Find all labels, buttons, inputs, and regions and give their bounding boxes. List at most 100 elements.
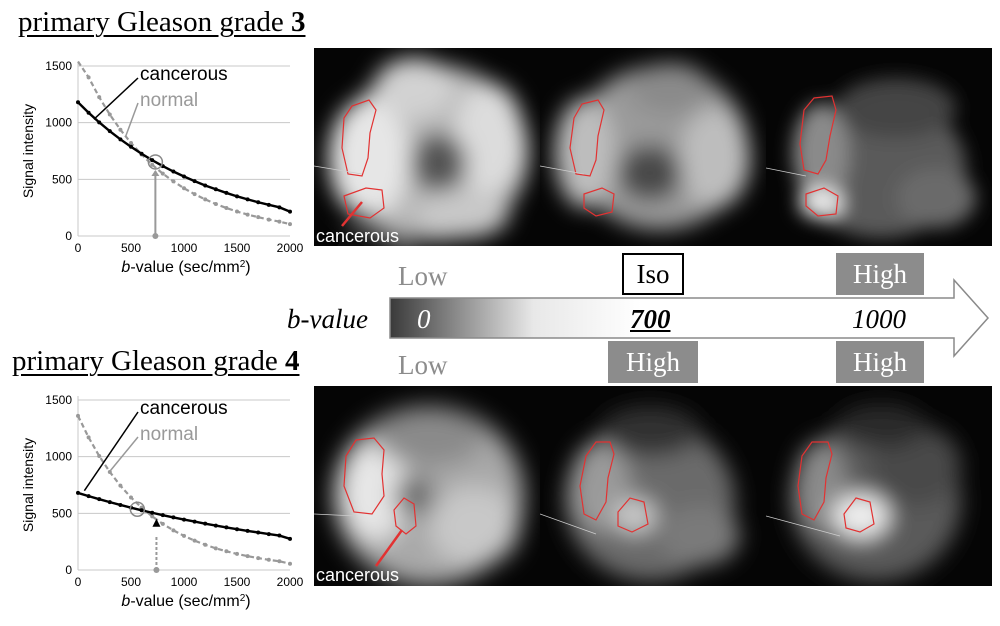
cancerous-point xyxy=(277,205,282,210)
mri-grade4-b700-image xyxy=(540,406,740,581)
mri-grade4-b700 xyxy=(540,386,766,586)
cancerous-point xyxy=(235,194,239,199)
cancerous-point xyxy=(107,129,112,134)
b-value-arrow xyxy=(389,278,990,358)
cancerous-point xyxy=(245,197,250,202)
chart-grade-3: 0 500 1000 1500 0 500 1000 1500 2000 Signal inten… xyxy=(20,59,304,277)
normal-point xyxy=(76,413,80,418)
cancerous-point xyxy=(224,525,229,530)
x-tick-label: 2000 xyxy=(277,575,304,589)
cancerous-point xyxy=(203,183,208,188)
cancerous-point xyxy=(86,110,91,115)
cancerous-point xyxy=(160,513,165,518)
legend-leader-normal xyxy=(124,102,139,137)
cancerous-point xyxy=(76,490,80,495)
top-cancerous-label: cancerous xyxy=(316,226,400,246)
cancerous-point xyxy=(266,532,271,537)
b700-arrow-base xyxy=(153,567,160,573)
x-tick-label: 500 xyxy=(121,241,141,255)
cancerous-point xyxy=(139,151,144,156)
heading-grade-4-text: primary Gleason grade xyxy=(12,345,285,377)
x-tick-label: 1500 xyxy=(224,575,251,589)
x-tick-label: 0 xyxy=(75,575,82,589)
normal-point xyxy=(256,215,261,220)
grade3-b1000-intensity: High xyxy=(836,253,924,295)
normal-point xyxy=(129,140,133,145)
normal-point xyxy=(224,549,229,554)
cancerous-point xyxy=(129,144,133,149)
normal-point xyxy=(277,219,282,224)
cancerous-point xyxy=(266,202,271,207)
y-tick-label: 500 xyxy=(52,506,72,520)
normal-point xyxy=(277,559,282,564)
mri-grade3-b1000 xyxy=(766,48,992,246)
cancerous-point xyxy=(107,500,112,505)
top-cancer-pointer xyxy=(341,201,363,227)
x-tick-label: 1000 xyxy=(171,241,198,255)
y-tick-label: 1000 xyxy=(45,450,72,464)
grade4-b700-intensity: High xyxy=(608,341,698,383)
cancerous-point xyxy=(97,120,102,125)
normal-point xyxy=(266,557,271,562)
normal-point xyxy=(288,561,292,566)
series-line-cancerous xyxy=(77,101,291,213)
cancerous-point xyxy=(288,209,292,214)
cancerous-point xyxy=(245,528,250,533)
cancerous-point xyxy=(213,523,218,528)
cancerous-point xyxy=(86,494,91,499)
cancerous-point xyxy=(139,508,144,513)
y-tick-label: 0 xyxy=(65,229,72,243)
normal-point xyxy=(171,528,176,533)
x-tick-label: 0 xyxy=(75,241,82,255)
cancerous-point xyxy=(182,174,186,179)
grade4-b0-intensity: Low xyxy=(398,350,448,380)
cancerous-point xyxy=(203,521,208,526)
x-tick-label: 1500 xyxy=(224,241,251,255)
heading-grade-4: primary Gleason grade 4 xyxy=(12,345,299,378)
grade3-b0-intensity: Low xyxy=(398,261,448,291)
cancerous-point xyxy=(256,200,261,205)
normal-point xyxy=(288,222,292,227)
cancerous-point xyxy=(192,179,197,184)
b700-arrowhead xyxy=(152,518,161,527)
normal-point xyxy=(107,112,112,117)
normal-point xyxy=(256,556,261,561)
normal-point xyxy=(213,202,218,207)
y-axis-label: Signal intensity xyxy=(20,104,36,198)
top-cancer-arrow xyxy=(341,201,363,227)
b-value-tick-0: 0 xyxy=(417,304,431,334)
cancerous-point xyxy=(182,517,186,522)
mri-grade4-b1000-image xyxy=(766,404,961,581)
bottom-cancer-pointer xyxy=(374,529,404,567)
y-tick-label: 1500 xyxy=(45,59,72,73)
x-axis-label: b-value (sec/mm2) xyxy=(121,259,250,277)
cancerous-point xyxy=(118,137,123,142)
legend-leader-cancerous xyxy=(93,77,139,120)
cancerous-point xyxy=(288,536,292,541)
normal-point xyxy=(203,197,208,202)
normal-point xyxy=(235,551,239,556)
normal-point xyxy=(129,495,133,500)
normal-point xyxy=(97,95,102,100)
cancerous-point xyxy=(76,100,80,105)
x-axis-label: b-value (sec/mm2) xyxy=(121,593,250,611)
heading-grade-3-text: primary Gleason grade xyxy=(18,6,291,38)
grade3-b700-intensity: Iso xyxy=(622,253,684,295)
mri-grade4-b0 xyxy=(314,386,540,586)
crossover-circle xyxy=(129,501,146,517)
normal-point xyxy=(182,186,186,191)
normal-point xyxy=(86,75,91,80)
normal-point xyxy=(150,514,155,519)
normal-point xyxy=(245,212,250,217)
normal-point xyxy=(182,533,186,538)
bottom-cancer-arrow xyxy=(374,529,404,567)
bottom-cancerous-label: cancerous xyxy=(316,565,400,585)
cancerous-point xyxy=(277,533,282,538)
legend-normal: normal xyxy=(140,424,198,445)
normal-point xyxy=(118,127,123,132)
mri-grade4-b0-image xyxy=(314,406,524,586)
cancerous-point xyxy=(213,187,218,192)
cancerous-point xyxy=(150,158,155,163)
crossover-arrowhead xyxy=(151,169,160,176)
normal-point xyxy=(160,171,165,176)
